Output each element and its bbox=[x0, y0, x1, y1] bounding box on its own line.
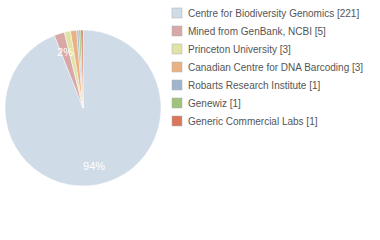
legend-swatch bbox=[172, 62, 182, 72]
slice bbox=[77, 30, 83, 108]
data-label: 2% bbox=[57, 46, 73, 58]
legend-label: Mined from GenBank, NCBI [5] bbox=[188, 26, 326, 37]
slice bbox=[79, 30, 83, 108]
legend-swatch bbox=[172, 44, 182, 54]
legend-swatch bbox=[172, 26, 182, 36]
chart: 94% 2% Centre for Biodiversity Genomics [2… bbox=[0, 0, 380, 240]
legend-label: Generic Commercial Labs [1] bbox=[188, 116, 318, 127]
legend-swatch bbox=[172, 98, 182, 108]
legend-swatch bbox=[172, 8, 182, 18]
data-labels: 94% 2% bbox=[57, 46, 105, 173]
legend-label: Genewiz [1] bbox=[188, 98, 241, 109]
legend-swatch bbox=[172, 116, 182, 126]
slice bbox=[81, 30, 83, 108]
legend-label: Centre for Biodiversity Genomics [221] bbox=[188, 8, 359, 19]
legend-label: Robarts Research Institute [1] bbox=[188, 80, 321, 91]
legend: Centre for Biodiversity Genomics [221] Mi… bbox=[172, 8, 363, 127]
legend-label: Princeton University [3] bbox=[188, 44, 291, 55]
data-label: 94% bbox=[83, 160, 105, 172]
slice bbox=[64, 31, 83, 108]
legend-swatch bbox=[172, 80, 182, 90]
pie bbox=[5, 30, 161, 186]
legend-label: Canadian Centre for DNA Barcoding [3] bbox=[188, 62, 363, 73]
slice bbox=[5, 30, 161, 186]
slice bbox=[70, 30, 83, 108]
